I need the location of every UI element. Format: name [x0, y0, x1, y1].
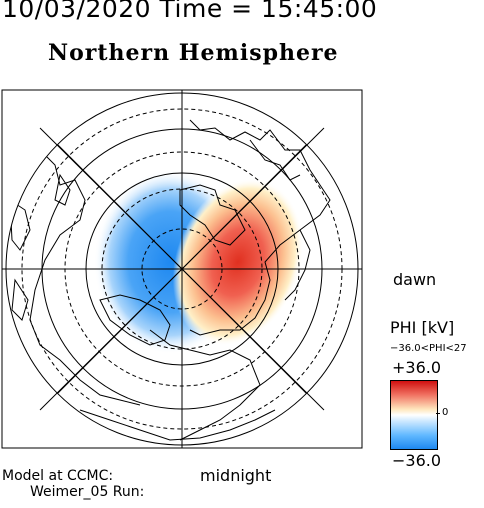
colorbar-min-label: −36.0	[392, 451, 442, 470]
frame-diagonal-line	[39, 127, 325, 411]
positive-potential-cell	[172, 178, 304, 346]
model-label: Model at CCMC:	[2, 468, 114, 484]
run-label: Weimer_05 Run:	[30, 484, 145, 500]
colorbar-title: PHI [kV]	[390, 318, 455, 337]
colorbar-range-text: −36.0<PHI<27	[390, 343, 467, 354]
coastlines	[9, 119, 331, 441]
colorbar-zero-label: 0	[442, 407, 449, 418]
midnight-label: midnight	[200, 466, 272, 485]
hemisphere-title: Northern Hemisphere	[48, 40, 339, 66]
colorbar-zero-tick	[436, 413, 440, 414]
colorbar-max-label: +36.0	[392, 358, 442, 377]
colorbar	[390, 380, 438, 450]
dawn-label: dawn	[393, 270, 437, 289]
timestamp-title: 10/03/2020 Time = 15:45:00	[2, 0, 378, 23]
